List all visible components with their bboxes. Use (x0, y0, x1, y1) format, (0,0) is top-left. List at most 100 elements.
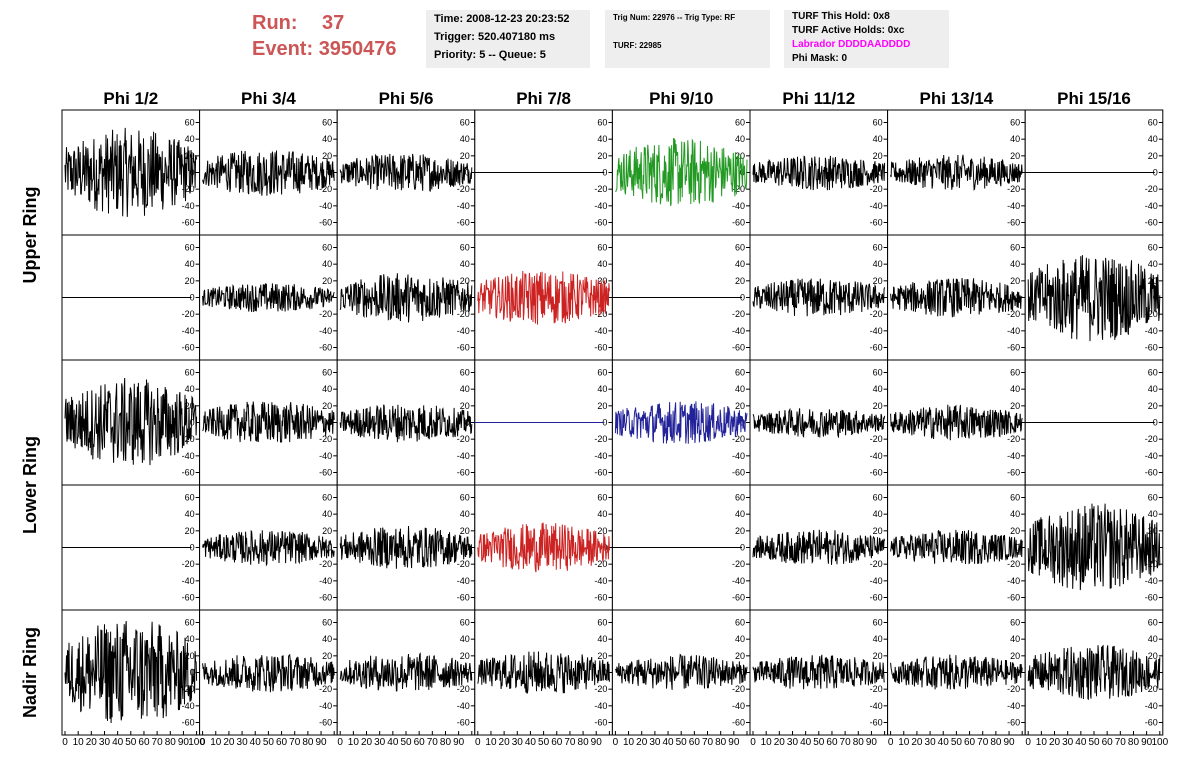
x-tick-label: 10 (210, 737, 222, 748)
x-tick-label: 90 (866, 737, 878, 748)
x-tick-label: 30 (374, 737, 386, 748)
x-tick-label: 10 (73, 737, 85, 748)
y-tick-label: 0 (190, 543, 195, 553)
y-tick-label: 40 (873, 259, 883, 269)
y-tick-label: -40 (457, 326, 470, 336)
x-tick-label: 50 (1088, 737, 1100, 748)
y-tick-label: 40 (322, 509, 332, 519)
waveform-trace (477, 651, 610, 694)
y-tick-label: 60 (1010, 368, 1020, 378)
x-tick-label: 20 (86, 737, 98, 748)
waveform-trace (752, 155, 886, 191)
x-tick-label: 100 (188, 737, 205, 748)
y-tick-label: -40 (319, 701, 332, 711)
y-tick-label: -20 (457, 309, 470, 319)
y-tick-label: -40 (1007, 201, 1020, 211)
y-tick-label: -60 (594, 468, 607, 478)
y-tick-label: -40 (319, 451, 332, 461)
x-tick-label: 40 (938, 737, 950, 748)
x-tick-label: 60 (138, 737, 150, 748)
y-tick-label: -60 (594, 718, 607, 728)
y-tick-label: 40 (735, 259, 745, 269)
waveform-trace (1027, 644, 1161, 701)
y-tick-label: -20 (870, 309, 883, 319)
run-value: 37 (322, 12, 345, 34)
y-tick-label: -60 (870, 593, 883, 603)
y-tick-label: 40 (735, 634, 745, 644)
y-tick-label: -40 (319, 326, 332, 336)
waveform-trace (202, 283, 335, 313)
y-tick-label: 40 (873, 134, 883, 144)
waveform-trace (890, 654, 1023, 690)
y-tick-label: 40 (1148, 509, 1158, 519)
x-tick-label: 70 (152, 737, 164, 748)
y-tick-label: -20 (1145, 684, 1158, 694)
y-tick-label: -40 (732, 326, 745, 336)
x-tick-label: 0 (475, 737, 481, 748)
y-tick-label: 60 (873, 368, 883, 378)
y-tick-label: -40 (594, 576, 607, 586)
x-tick-label: 50 (951, 737, 963, 748)
x-tick-label: 60 (964, 737, 976, 748)
y-tick-label: -40 (1007, 451, 1020, 461)
y-tick-label: -40 (182, 576, 195, 586)
y-tick-label: 40 (873, 509, 883, 519)
y-tick-label: 40 (735, 509, 745, 519)
y-tick-label: -20 (870, 559, 883, 569)
x-tick-label: 70 (977, 737, 989, 748)
x-tick-label: 40 (250, 737, 262, 748)
waveform-trace (202, 653, 335, 693)
waveform-trace (339, 404, 473, 443)
y-tick-label: 60 (185, 368, 195, 378)
y-tick-label: -60 (319, 468, 332, 478)
run-line: Run: 37 (252, 10, 397, 36)
x-tick-label: 50 (125, 737, 137, 748)
y-tick-label: -60 (1007, 468, 1020, 478)
y-tick-label: -60 (1145, 718, 1158, 728)
column-header: Phi 13/14 (920, 89, 994, 108)
y-tick-label: 40 (1010, 259, 1020, 269)
y-tick-label: -60 (870, 218, 883, 228)
x-tick-label: 0 (337, 737, 343, 748)
y-tick-label: 20 (185, 276, 195, 286)
x-tick-label: 0 (613, 737, 619, 748)
y-tick-label: 20 (735, 526, 745, 536)
y-tick-label: 40 (460, 259, 470, 269)
y-tick-label: 20 (1010, 651, 1020, 661)
y-tick-label: -20 (732, 184, 745, 194)
waveform-trace (752, 407, 886, 439)
y-tick-label: 20 (460, 651, 470, 661)
y-tick-label: -20 (1145, 434, 1158, 444)
y-tick-label: 0 (602, 543, 607, 553)
y-tick-label: -60 (732, 218, 745, 228)
y-tick-label: -60 (319, 343, 332, 353)
y-tick-label: -40 (870, 451, 883, 461)
y-tick-label: -40 (870, 701, 883, 711)
y-tick-label: -60 (457, 718, 470, 728)
y-tick-label: -40 (182, 451, 195, 461)
x-tick-label: 70 (564, 737, 576, 748)
y-tick-label: 0 (327, 543, 332, 553)
y-tick-label: 60 (322, 243, 332, 253)
y-tick-label: 60 (322, 118, 332, 128)
y-tick-label: 40 (597, 384, 607, 394)
ring-label: Upper Ring (20, 187, 40, 284)
y-tick-label: -60 (457, 218, 470, 228)
turf-active-text: TURF Active Holds: 0xc (792, 25, 905, 36)
y-tick-label: 0 (190, 418, 195, 428)
x-tick-label: 70 (702, 737, 714, 748)
y-tick-label: -40 (1145, 576, 1158, 586)
x-tick-label: 60 (826, 737, 838, 748)
y-tick-label: 60 (1148, 118, 1158, 128)
x-tick-label: 20 (361, 737, 373, 748)
trig-num-panel: Trig Num: 22976 -- Trig Type: RF TURF: 2… (605, 10, 770, 68)
x-tick-label: 100 (1151, 737, 1168, 748)
event-value: 3950476 (318, 38, 397, 60)
y-tick-label: -20 (594, 184, 607, 194)
time-trigger-panel: Time: 2008-12-23 20:23:52 Trigger: 520.4… (426, 10, 590, 68)
